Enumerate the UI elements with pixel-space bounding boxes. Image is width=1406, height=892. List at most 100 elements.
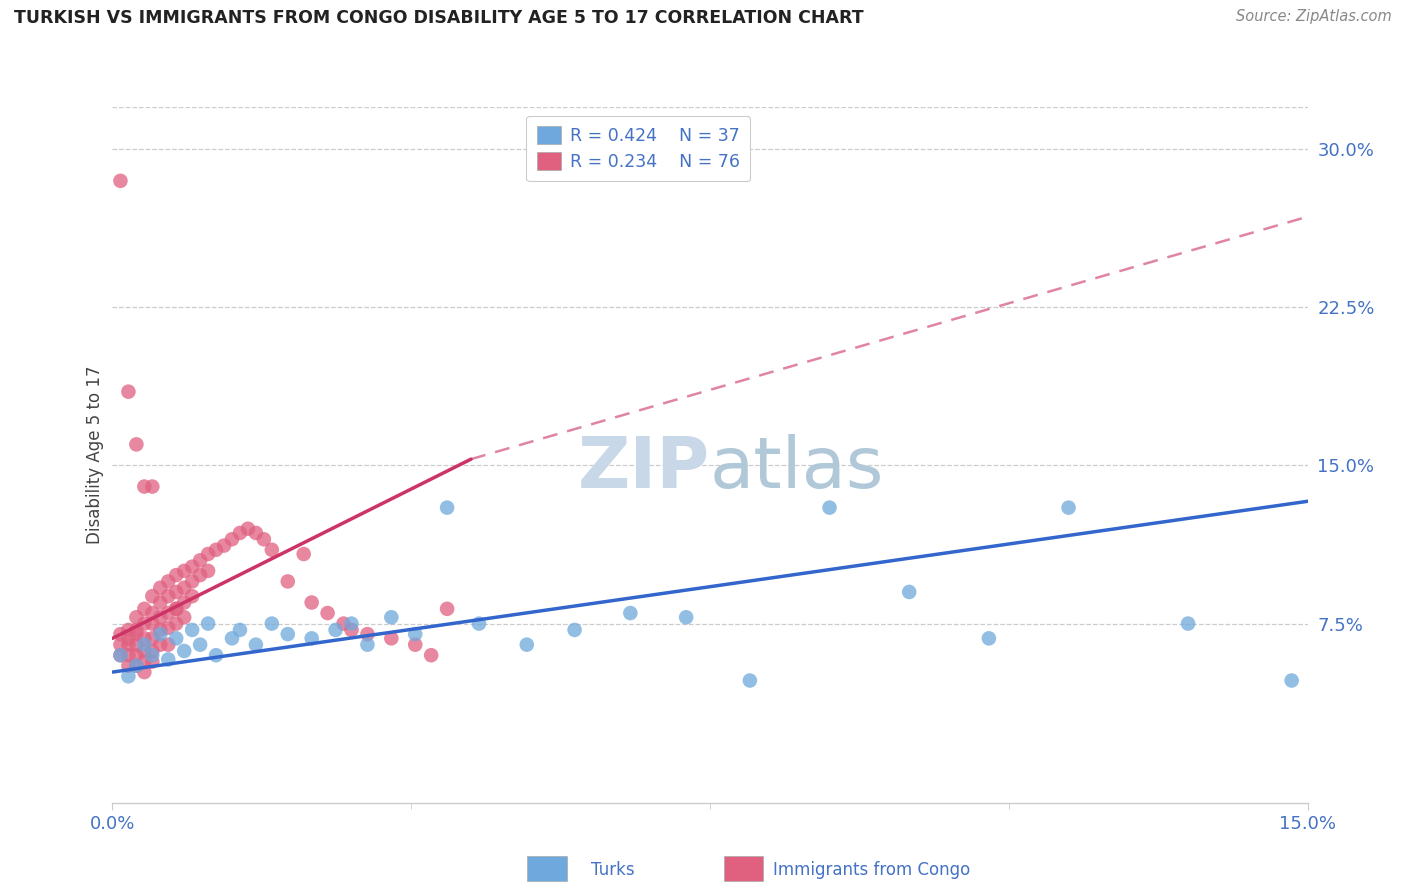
- Point: [157, 652, 180, 666]
- Point: [141, 589, 163, 603]
- Y-axis label: Disability Age 5 to 17: Disability Age 5 to 17: [86, 366, 104, 544]
- Point: [125, 623, 148, 637]
- Point: [898, 585, 921, 599]
- Point: [125, 610, 148, 624]
- Point: [141, 648, 163, 663]
- Point: [134, 632, 156, 646]
- Point: [149, 610, 172, 624]
- Point: [221, 533, 243, 547]
- Point: [141, 632, 163, 646]
- Point: [134, 638, 156, 652]
- Point: [675, 610, 697, 624]
- Point: [356, 627, 378, 641]
- Point: [1177, 616, 1199, 631]
- Point: [818, 500, 841, 515]
- Point: [340, 616, 363, 631]
- Point: [134, 602, 156, 616]
- Point: [165, 602, 187, 616]
- Point: [157, 606, 180, 620]
- Point: [260, 616, 283, 631]
- Point: [404, 627, 426, 641]
- Point: [404, 638, 426, 652]
- Point: [468, 616, 491, 631]
- Point: [181, 589, 204, 603]
- Text: atlas: atlas: [710, 434, 884, 503]
- Point: [125, 627, 148, 641]
- Point: [134, 665, 156, 679]
- Point: [356, 638, 378, 652]
- Text: Source: ZipAtlas.com: Source: ZipAtlas.com: [1236, 9, 1392, 24]
- Point: [205, 542, 228, 557]
- Point: [149, 623, 172, 637]
- Point: [173, 581, 195, 595]
- Point: [165, 616, 187, 631]
- Point: [134, 479, 156, 493]
- Point: [221, 632, 243, 646]
- Point: [738, 673, 761, 688]
- Point: [157, 574, 180, 589]
- Point: [165, 632, 187, 646]
- Point: [188, 553, 211, 567]
- Point: [205, 648, 228, 663]
- Text: Turks: Turks: [591, 861, 634, 879]
- Point: [197, 616, 219, 631]
- Point: [229, 525, 252, 540]
- Point: [173, 564, 195, 578]
- Point: [292, 547, 315, 561]
- Point: [197, 564, 219, 578]
- Point: [157, 638, 180, 652]
- Point: [141, 655, 163, 669]
- Point: [332, 616, 354, 631]
- Point: [141, 644, 163, 658]
- Point: [420, 648, 443, 663]
- Point: [380, 610, 402, 624]
- Point: [125, 658, 148, 673]
- Point: [117, 623, 139, 637]
- Point: [125, 658, 148, 673]
- Point: [134, 655, 156, 669]
- Point: [157, 589, 180, 603]
- Point: [1281, 673, 1303, 688]
- Point: [141, 606, 163, 620]
- Point: [117, 658, 139, 673]
- Point: [117, 384, 139, 399]
- Point: [229, 623, 252, 637]
- Point: [253, 533, 276, 547]
- Text: TURKISH VS IMMIGRANTS FROM CONGO DISABILITY AGE 5 TO 17 CORRELATION CHART: TURKISH VS IMMIGRANTS FROM CONGO DISABIL…: [14, 9, 863, 27]
- Point: [619, 606, 641, 620]
- Point: [212, 539, 235, 553]
- Point: [110, 648, 132, 663]
- Point: [188, 568, 211, 582]
- Point: [325, 623, 347, 637]
- Point: [436, 500, 458, 515]
- Point: [516, 638, 538, 652]
- Point: [340, 623, 363, 637]
- Point: [157, 621, 180, 635]
- Point: [149, 627, 172, 641]
- Point: [1057, 500, 1080, 515]
- Point: [110, 638, 132, 652]
- Point: [173, 595, 195, 609]
- Point: [125, 648, 148, 663]
- Point: [165, 585, 187, 599]
- Legend: R = 0.424    N = 37, R = 0.234    N = 76: R = 0.424 N = 37, R = 0.234 N = 76: [526, 116, 751, 181]
- Point: [236, 522, 259, 536]
- Point: [301, 595, 323, 609]
- Point: [977, 632, 1000, 646]
- Point: [188, 638, 211, 652]
- Text: Immigrants from Congo: Immigrants from Congo: [773, 861, 970, 879]
- Point: [165, 602, 187, 616]
- Text: ZIP: ZIP: [578, 434, 710, 503]
- Point: [110, 648, 132, 663]
- Point: [316, 606, 339, 620]
- Point: [380, 632, 402, 646]
- Point: [436, 602, 458, 616]
- Point: [117, 648, 139, 663]
- Point: [134, 644, 156, 658]
- Point: [141, 616, 163, 631]
- Point: [181, 559, 204, 574]
- Point: [117, 638, 139, 652]
- Point: [125, 638, 148, 652]
- Point: [181, 623, 204, 637]
- Point: [245, 525, 267, 540]
